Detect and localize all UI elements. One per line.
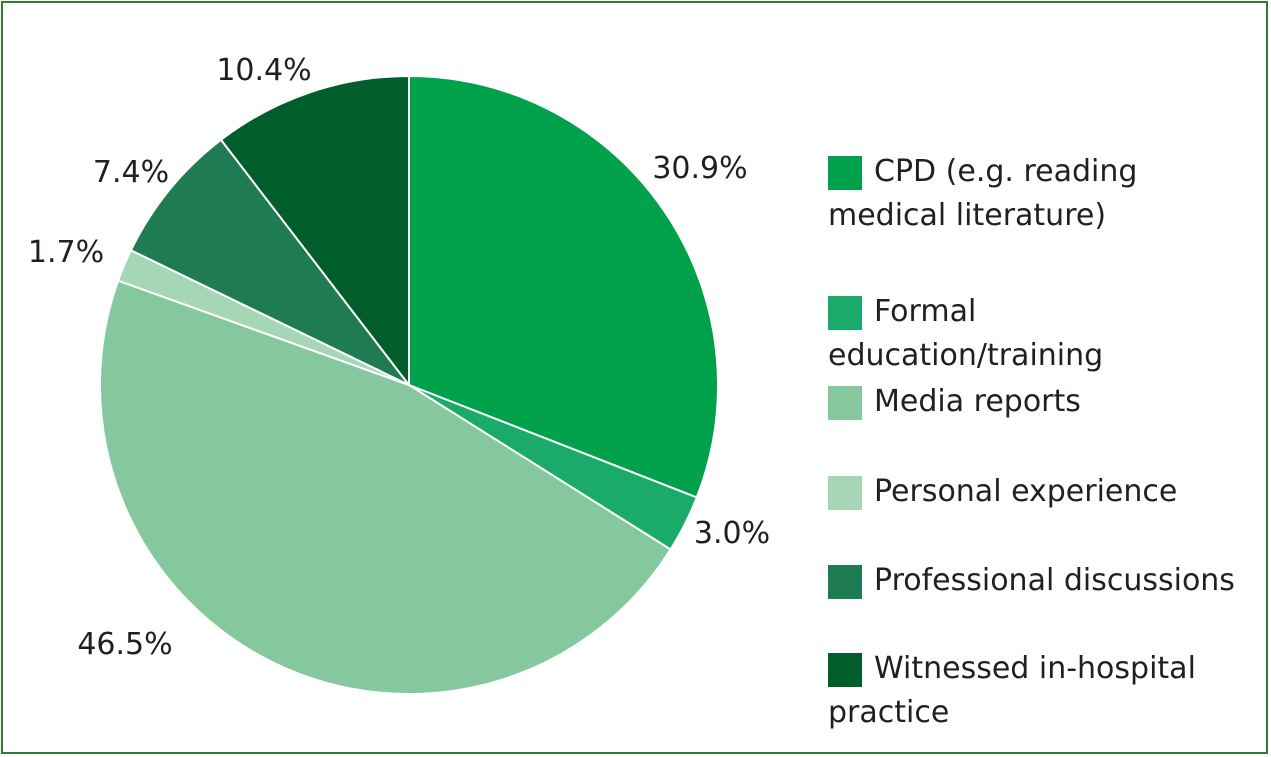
legend-swatch-witnessed-practice <box>828 653 862 687</box>
legend-label-professional-discussions: Professional discussions <box>874 563 1235 598</box>
legend-label-witnessed-practice: Witnessed in-hospital practice <box>828 651 1196 730</box>
legend-item-witnessed-practice: Witnessed in-hospital practice <box>828 647 1248 735</box>
pie-slice-cpd <box>408 74 719 499</box>
legend-label-personal-experience: Personal experience <box>874 474 1178 509</box>
legend-swatch-personal-experience <box>828 476 862 510</box>
legend-item-cpd: CPD (e.g. reading medical literature) <box>828 150 1248 238</box>
pie-slice-media-reports <box>99 279 672 695</box>
legend-item-professional-discussions: Professional discussions <box>828 559 1248 603</box>
legend-swatch-media-reports <box>828 386 862 420</box>
legend-swatch-professional-discussions <box>828 565 862 599</box>
pie-slice-witnessed-practice <box>219 74 410 388</box>
pie-value-label-formal-education: 3.0% <box>694 516 770 551</box>
legend-label-cpd: CPD (e.g. reading medical literature) <box>828 154 1138 233</box>
legend-item-media-reports: Media reports <box>828 380 1248 424</box>
pie-slices <box>99 74 719 695</box>
legend-label-media-reports: Media reports <box>874 384 1081 419</box>
pie-value-label-media-reports: 46.5% <box>77 627 172 662</box>
pie-value-labels: 30.9% 3.0% 46.5% 1.7% 7.4% 10.4% <box>28 53 770 662</box>
pie-value-label-professional-discussions: 7.4% <box>93 155 169 190</box>
pie-slice-professional-discussions <box>129 138 410 386</box>
legend-swatch-cpd <box>828 156 862 190</box>
legend-item-personal-experience: Personal experience <box>828 470 1248 514</box>
legend-swatch-formal-education <box>828 296 862 330</box>
legend-label-formal-education: Formal education/training <box>828 294 1104 373</box>
pie-value-label-personal-experience: 1.7% <box>28 235 104 270</box>
legend-item-formal-education: Formal education/training <box>828 290 1248 378</box>
pie-value-label-witnessed-practice: 10.4% <box>216 53 311 88</box>
pie-value-label-cpd: 30.9% <box>652 151 747 186</box>
